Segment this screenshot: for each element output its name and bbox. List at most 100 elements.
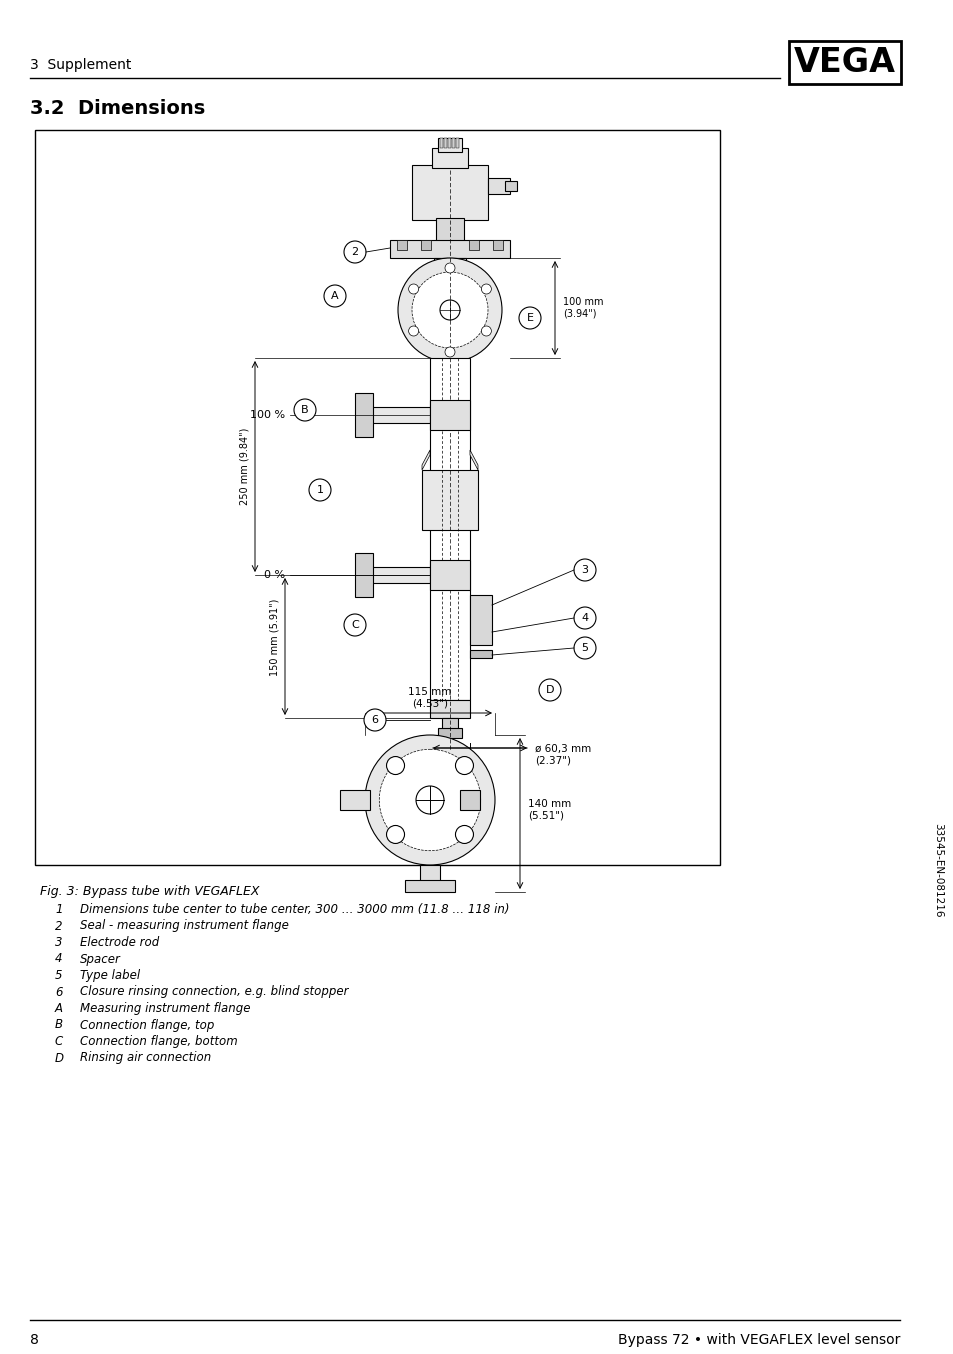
Bar [430,561,470,590]
Text: 3  Supplement: 3 Supplement [30,58,132,72]
Bar [441,718,457,730]
Text: 5: 5 [55,969,63,982]
Circle shape [309,479,331,501]
Text: 6: 6 [371,715,378,724]
Text: 115 mm
(4.53"): 115 mm (4.53") [408,688,451,709]
Text: B: B [55,1018,63,1032]
Text: 5: 5 [581,643,588,653]
Circle shape [379,749,480,850]
Circle shape [324,284,346,307]
Text: 33545-EN-081216: 33545-EN-081216 [932,823,942,917]
Text: Rinsing air connection: Rinsing air connection [80,1052,211,1064]
Circle shape [294,399,315,421]
Bar [493,240,502,250]
Circle shape [408,284,418,294]
Circle shape [412,272,488,348]
Text: Electrode rod: Electrode rod [80,936,159,949]
Text: 6: 6 [55,986,63,998]
Text: Closure rinsing connection, e.g. blind stopper: Closure rinsing connection, e.g. blind s… [80,986,348,998]
Bar [437,728,461,738]
Bar [436,218,463,242]
Text: 1: 1 [316,485,323,496]
Circle shape [397,259,501,362]
FancyBboxPatch shape [355,552,373,597]
Text: 100 mm
(3.94"): 100 mm (3.94") [562,297,603,318]
Bar [396,240,407,250]
Circle shape [574,607,596,630]
Circle shape [455,757,473,774]
Text: Dimensions tube center to tube center, 300 … 3000 mm (11.8 … 118 in): Dimensions tube center to tube center, 3… [80,903,509,917]
Bar [421,470,477,529]
Text: 4: 4 [580,613,588,623]
Circle shape [416,787,443,814]
Text: 150 mm (5.91"): 150 mm (5.91") [270,598,280,676]
Text: A: A [331,291,338,301]
Circle shape [408,326,418,336]
Circle shape [574,559,596,581]
Text: 2: 2 [55,919,63,933]
Bar [432,148,468,168]
Text: Spacer: Spacer [80,952,121,965]
Text: VEGA: VEGA [793,46,895,79]
Bar [437,138,461,152]
Bar [456,138,458,148]
Text: E: E [526,313,533,324]
Text: C: C [55,1034,63,1048]
Text: D: D [545,685,554,695]
Text: A: A [55,1002,63,1016]
Circle shape [538,678,560,701]
Text: Bypass 72 • with VEGAFLEX level sensor: Bypass 72 • with VEGAFLEX level sensor [617,1332,899,1347]
Bar [339,789,370,810]
Text: 2: 2 [351,246,358,257]
Bar [452,138,455,148]
Text: 4: 4 [55,952,63,965]
Bar [419,865,439,887]
Circle shape [518,307,540,329]
Bar [459,789,479,810]
Text: Seal - measuring instrument flange: Seal - measuring instrument flange [80,919,289,933]
Bar [443,138,447,148]
Bar [420,240,431,250]
Bar [35,130,720,865]
Bar [470,594,492,645]
Text: 3: 3 [55,936,63,949]
Bar [370,567,430,584]
FancyBboxPatch shape [355,393,373,437]
Text: 140 mm
(5.51"): 140 mm (5.51") [527,799,571,821]
Circle shape [444,263,455,274]
Circle shape [481,326,491,336]
Bar [469,240,478,250]
Text: Fig. 3: Bypass tube with VEGAFLEX: Fig. 3: Bypass tube with VEGAFLEX [40,886,259,898]
Polygon shape [421,450,430,470]
Circle shape [455,826,473,844]
Bar [488,177,510,194]
Circle shape [386,826,404,844]
Circle shape [439,301,459,320]
Bar [412,165,488,219]
Circle shape [574,636,596,659]
Bar [434,259,465,278]
Polygon shape [470,450,477,470]
Text: ø 60,3 mm
(2.37"): ø 60,3 mm (2.37") [535,743,591,765]
Text: 100 %: 100 % [250,410,285,420]
Text: B: B [301,405,309,414]
Text: C: C [351,620,358,630]
Bar [430,357,470,700]
Text: Type label: Type label [80,969,140,982]
Bar [370,408,430,422]
Circle shape [364,709,386,731]
Bar [430,399,470,431]
Text: 8: 8 [30,1332,39,1347]
Circle shape [386,757,404,774]
Text: 250 mm (9.84"): 250 mm (9.84") [240,428,250,505]
Text: 0 %: 0 % [264,570,285,580]
Bar [390,240,510,259]
Bar [405,880,455,892]
Text: 3.2  Dimensions: 3.2 Dimensions [30,99,205,118]
Text: D: D [55,1052,64,1064]
Circle shape [481,284,491,294]
Text: Connection flange, bottom: Connection flange, bottom [80,1034,237,1048]
Circle shape [344,613,366,636]
Text: Measuring instrument flange: Measuring instrument flange [80,1002,251,1016]
Bar [448,138,451,148]
